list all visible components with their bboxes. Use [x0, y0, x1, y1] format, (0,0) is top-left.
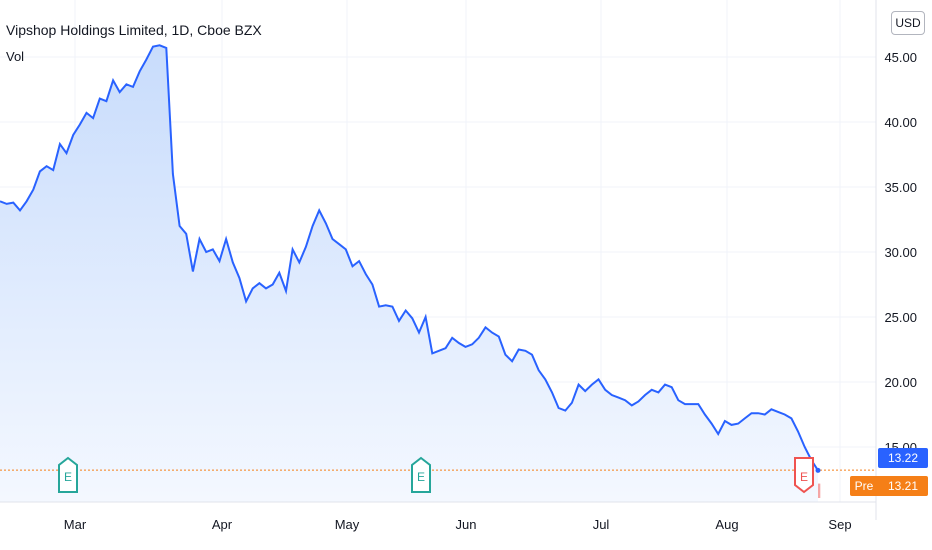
earnings-badge-shape [411, 456, 431, 493]
y-tick-label: 40.00 [884, 115, 917, 130]
y-tick-label: 35.00 [884, 180, 917, 195]
x-tick-label: May [335, 517, 360, 532]
earnings-letter: E [417, 470, 425, 484]
y-tick-label: 20.00 [884, 375, 917, 390]
y-tick-label: 45.00 [884, 50, 917, 65]
premarket-price-tag: 13.21 [878, 476, 928, 496]
earnings-badge-shape [58, 456, 78, 493]
x-tick-label: Jul [593, 517, 610, 532]
x-tick-label: Sep [828, 517, 851, 532]
x-tick-label: Apr [212, 517, 233, 532]
last-price-tag: 13.22 [878, 448, 928, 468]
currency-button[interactable]: USD [891, 11, 925, 35]
price-area-fill [0, 45, 818, 503]
x-tick-label: Aug [715, 517, 738, 532]
last-price-dot [815, 467, 821, 473]
y-tick-label: 30.00 [884, 245, 917, 260]
volume-indicator-label[interactable]: Vol [6, 49, 25, 64]
x-tick-label: Jun [456, 517, 477, 532]
earnings-letter: E [64, 470, 72, 484]
x-tick-label: Mar [64, 517, 87, 532]
earnings-marker: E [794, 457, 814, 494]
earnings-marker: E [411, 456, 431, 493]
earnings-marker: E [58, 456, 78, 493]
premarket-label: Pre [850, 476, 878, 496]
earnings-letter: E [800, 470, 808, 484]
earnings-badge-shape [794, 457, 814, 494]
price-line [0, 44, 819, 471]
x-axis[interactable]: Mar Apr May Jun Jul Aug Sep [0, 501, 876, 532]
chart-title: Vipshop Holdings Limited, 1D, Cboe BZX [6, 22, 262, 38]
y-tick-label: 25.00 [884, 310, 917, 325]
